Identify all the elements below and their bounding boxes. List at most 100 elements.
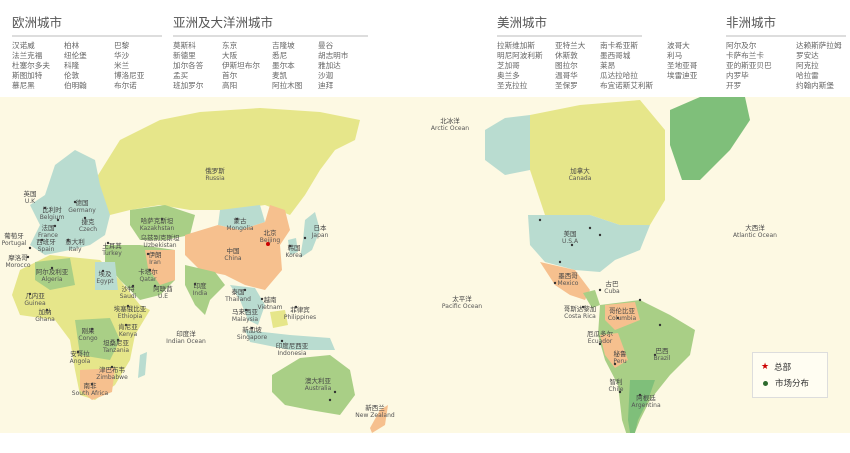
- world-map: 英国 U.K 比利时 Belgium 德国 Germany 法国 France 捷克 Czech 西…: [0, 97, 850, 433]
- map-label: 韩国 Korea: [285, 244, 303, 260]
- map-label: 埃及 Egypt: [96, 270, 114, 286]
- city-link[interactable]: 杜塞尔多夫: [12, 61, 50, 70]
- map-label: 伊朗 Iran: [148, 251, 162, 267]
- market-marker: [28, 246, 32, 250]
- city-link[interactable]: 罗安达: [796, 51, 819, 60]
- city-link[interactable]: 瓜达拉哈拉: [600, 71, 638, 80]
- map-label: 菲律宾 Philippines: [283, 306, 317, 322]
- city-link[interactable]: 吉隆坡: [272, 41, 295, 50]
- city-link[interactable]: 芝加哥: [497, 61, 520, 70]
- city-link[interactable]: 新德里: [173, 51, 196, 60]
- city-link[interactable]: 亚的斯亚贝巴: [726, 61, 772, 70]
- city-link[interactable]: 大阪: [222, 51, 238, 60]
- city-link[interactable]: 伦敦: [64, 71, 80, 80]
- map-label: 肯尼亚 Kenya: [118, 323, 138, 339]
- city-link[interactable]: 纽伦堡: [64, 51, 87, 60]
- market-marker: [328, 398, 332, 402]
- city-link[interactable]: 亚特兰大: [555, 41, 586, 50]
- city-link[interactable]: 开罗: [726, 81, 742, 90]
- city-link[interactable]: 沙迦: [318, 71, 334, 80]
- city-link[interactable]: 波哥大: [667, 41, 690, 50]
- city-link[interactable]: 拉斯维加斯: [497, 41, 535, 50]
- map-label: 几内亚 Guinea: [24, 292, 46, 308]
- city-link[interactable]: 华沙: [114, 51, 130, 60]
- city-link[interactable]: 胡志明市: [318, 51, 349, 60]
- city-link[interactable]: 明尼阿波利斯: [497, 51, 543, 60]
- city-link[interactable]: 休斯敦: [555, 51, 578, 60]
- city-link[interactable]: 柏林: [64, 41, 80, 50]
- mexico-shape: [540, 262, 590, 300]
- russia-shape: [95, 108, 360, 215]
- alaska-shape: [485, 115, 530, 175]
- city-link[interactable]: 科隆: [64, 61, 80, 70]
- city-link[interactable]: 阿尔及尔: [726, 41, 757, 50]
- city-link[interactable]: 孟买: [173, 71, 189, 80]
- market-marker: [50, 266, 54, 270]
- city-link[interactable]: 班加罗尔: [173, 81, 204, 90]
- market-marker: [160, 217, 164, 221]
- city-link[interactable]: 圣地亚哥: [667, 61, 698, 70]
- china-shape: [185, 205, 290, 290]
- map-label: 南非 South Africa: [71, 382, 109, 398]
- city-link[interactable]: 阿克拉: [796, 61, 819, 70]
- city-link[interactable]: 圣克拉拉: [497, 81, 528, 90]
- city-link[interactable]: 首尔: [222, 71, 238, 80]
- city-link[interactable]: 圣保罗: [555, 81, 578, 90]
- city-link[interactable]: 法兰克福: [12, 51, 43, 60]
- region-1: 亚洲及大洋洲城市 莫斯科 新德里 加尔各答 孟买 班加罗尔 东京 大阪 伊斯坦布尔 首尔 高阳 吉隆坡…: [173, 12, 370, 91]
- north-africa-shape: [35, 258, 75, 290]
- map-label: 印度洋 Indian Ocean: [166, 330, 206, 346]
- map-label: 大西洋 Atlantic Ocean: [733, 224, 777, 240]
- market-marker: [106, 241, 110, 245]
- city-link[interactable]: 博洛尼亚: [114, 71, 145, 80]
- city-link[interactable]: 图拉尔: [555, 61, 578, 70]
- city-link[interactable]: 布宜诺斯艾利斯: [600, 81, 654, 90]
- city-link[interactable]: 莫斯科: [173, 41, 196, 50]
- map-label: 德国 Germany: [68, 199, 96, 215]
- city-link[interactable]: 南卡希亚斯: [600, 41, 638, 50]
- market-marker: [124, 323, 128, 327]
- city-link[interactable]: 布尔诺: [114, 81, 137, 90]
- city-link[interactable]: 内罗毕: [726, 71, 749, 80]
- map-label: 阿联酋 U.E: [153, 285, 173, 301]
- city-link[interactable]: 埃雷迪亚: [667, 71, 698, 80]
- city-link[interactable]: 麦凯: [272, 71, 288, 80]
- market-marker: [250, 326, 254, 330]
- city-link[interactable]: 奥兰多: [497, 71, 520, 80]
- map-legend: ★ 总部 市场分布: [752, 352, 828, 398]
- city-link[interactable]: 利马: [667, 51, 683, 60]
- city-link[interactable]: 温哥华: [555, 71, 578, 80]
- map-label: 新加坡 Singapore: [236, 326, 268, 342]
- city-link[interactable]: 米兰: [114, 61, 130, 70]
- city-link[interactable]: 卡萨布兰卡: [726, 51, 764, 60]
- city-link[interactable]: 高阳: [222, 81, 238, 90]
- city-link[interactable]: 墨尔本: [272, 61, 295, 70]
- city-link[interactable]: 达赖斯萨拉姆: [796, 41, 842, 50]
- city-link[interactable]: 莱昂: [600, 61, 616, 70]
- region-title: 美洲城市: [497, 12, 642, 37]
- market-marker: [638, 298, 642, 302]
- city-link[interactable]: 悉尼: [272, 51, 288, 60]
- city-link[interactable]: 雅加达: [318, 61, 341, 70]
- star-icon: ★: [761, 362, 770, 372]
- city-link[interactable]: 曼谷: [318, 41, 334, 50]
- city-link[interactable]: 斯图加特: [12, 71, 43, 80]
- city-link[interactable]: 伊斯坦布尔: [222, 61, 260, 70]
- market-marker: [588, 226, 592, 230]
- city-link[interactable]: 约翰内斯堡: [796, 81, 834, 90]
- city-link[interactable]: 伯明翰: [64, 81, 87, 90]
- region-2: 美洲城市拉斯维加斯 明尼阿波利斯 芝加哥 奥兰多 圣克拉拉 亚特兰大 休斯敦 图拉尔 温哥华 圣保…: [497, 12, 717, 91]
- canada-shape: [530, 100, 665, 225]
- city-link[interactable]: 哈拉雷: [796, 71, 819, 80]
- city-link[interactable]: 巴黎: [114, 41, 130, 50]
- map-label: 乌兹别克斯坦 Uzbekistan: [140, 234, 180, 250]
- city-link[interactable]: 阿拉木图: [272, 81, 303, 90]
- market-marker: [26, 255, 30, 259]
- city-link[interactable]: 汉诺威: [12, 41, 35, 50]
- map-label: 印度 India: [192, 282, 208, 298]
- city-link[interactable]: 慕尼黑: [12, 81, 35, 90]
- city-link[interactable]: 东京: [222, 41, 238, 50]
- city-link[interactable]: 墨西哥城: [600, 51, 631, 60]
- city-link[interactable]: 加尔各答: [173, 61, 204, 70]
- city-link[interactable]: 迪拜: [318, 81, 334, 90]
